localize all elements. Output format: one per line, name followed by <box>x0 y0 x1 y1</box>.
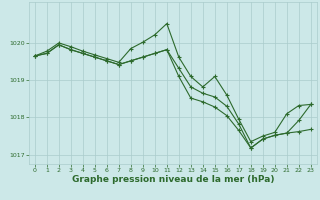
X-axis label: Graphe pression niveau de la mer (hPa): Graphe pression niveau de la mer (hPa) <box>72 175 274 184</box>
